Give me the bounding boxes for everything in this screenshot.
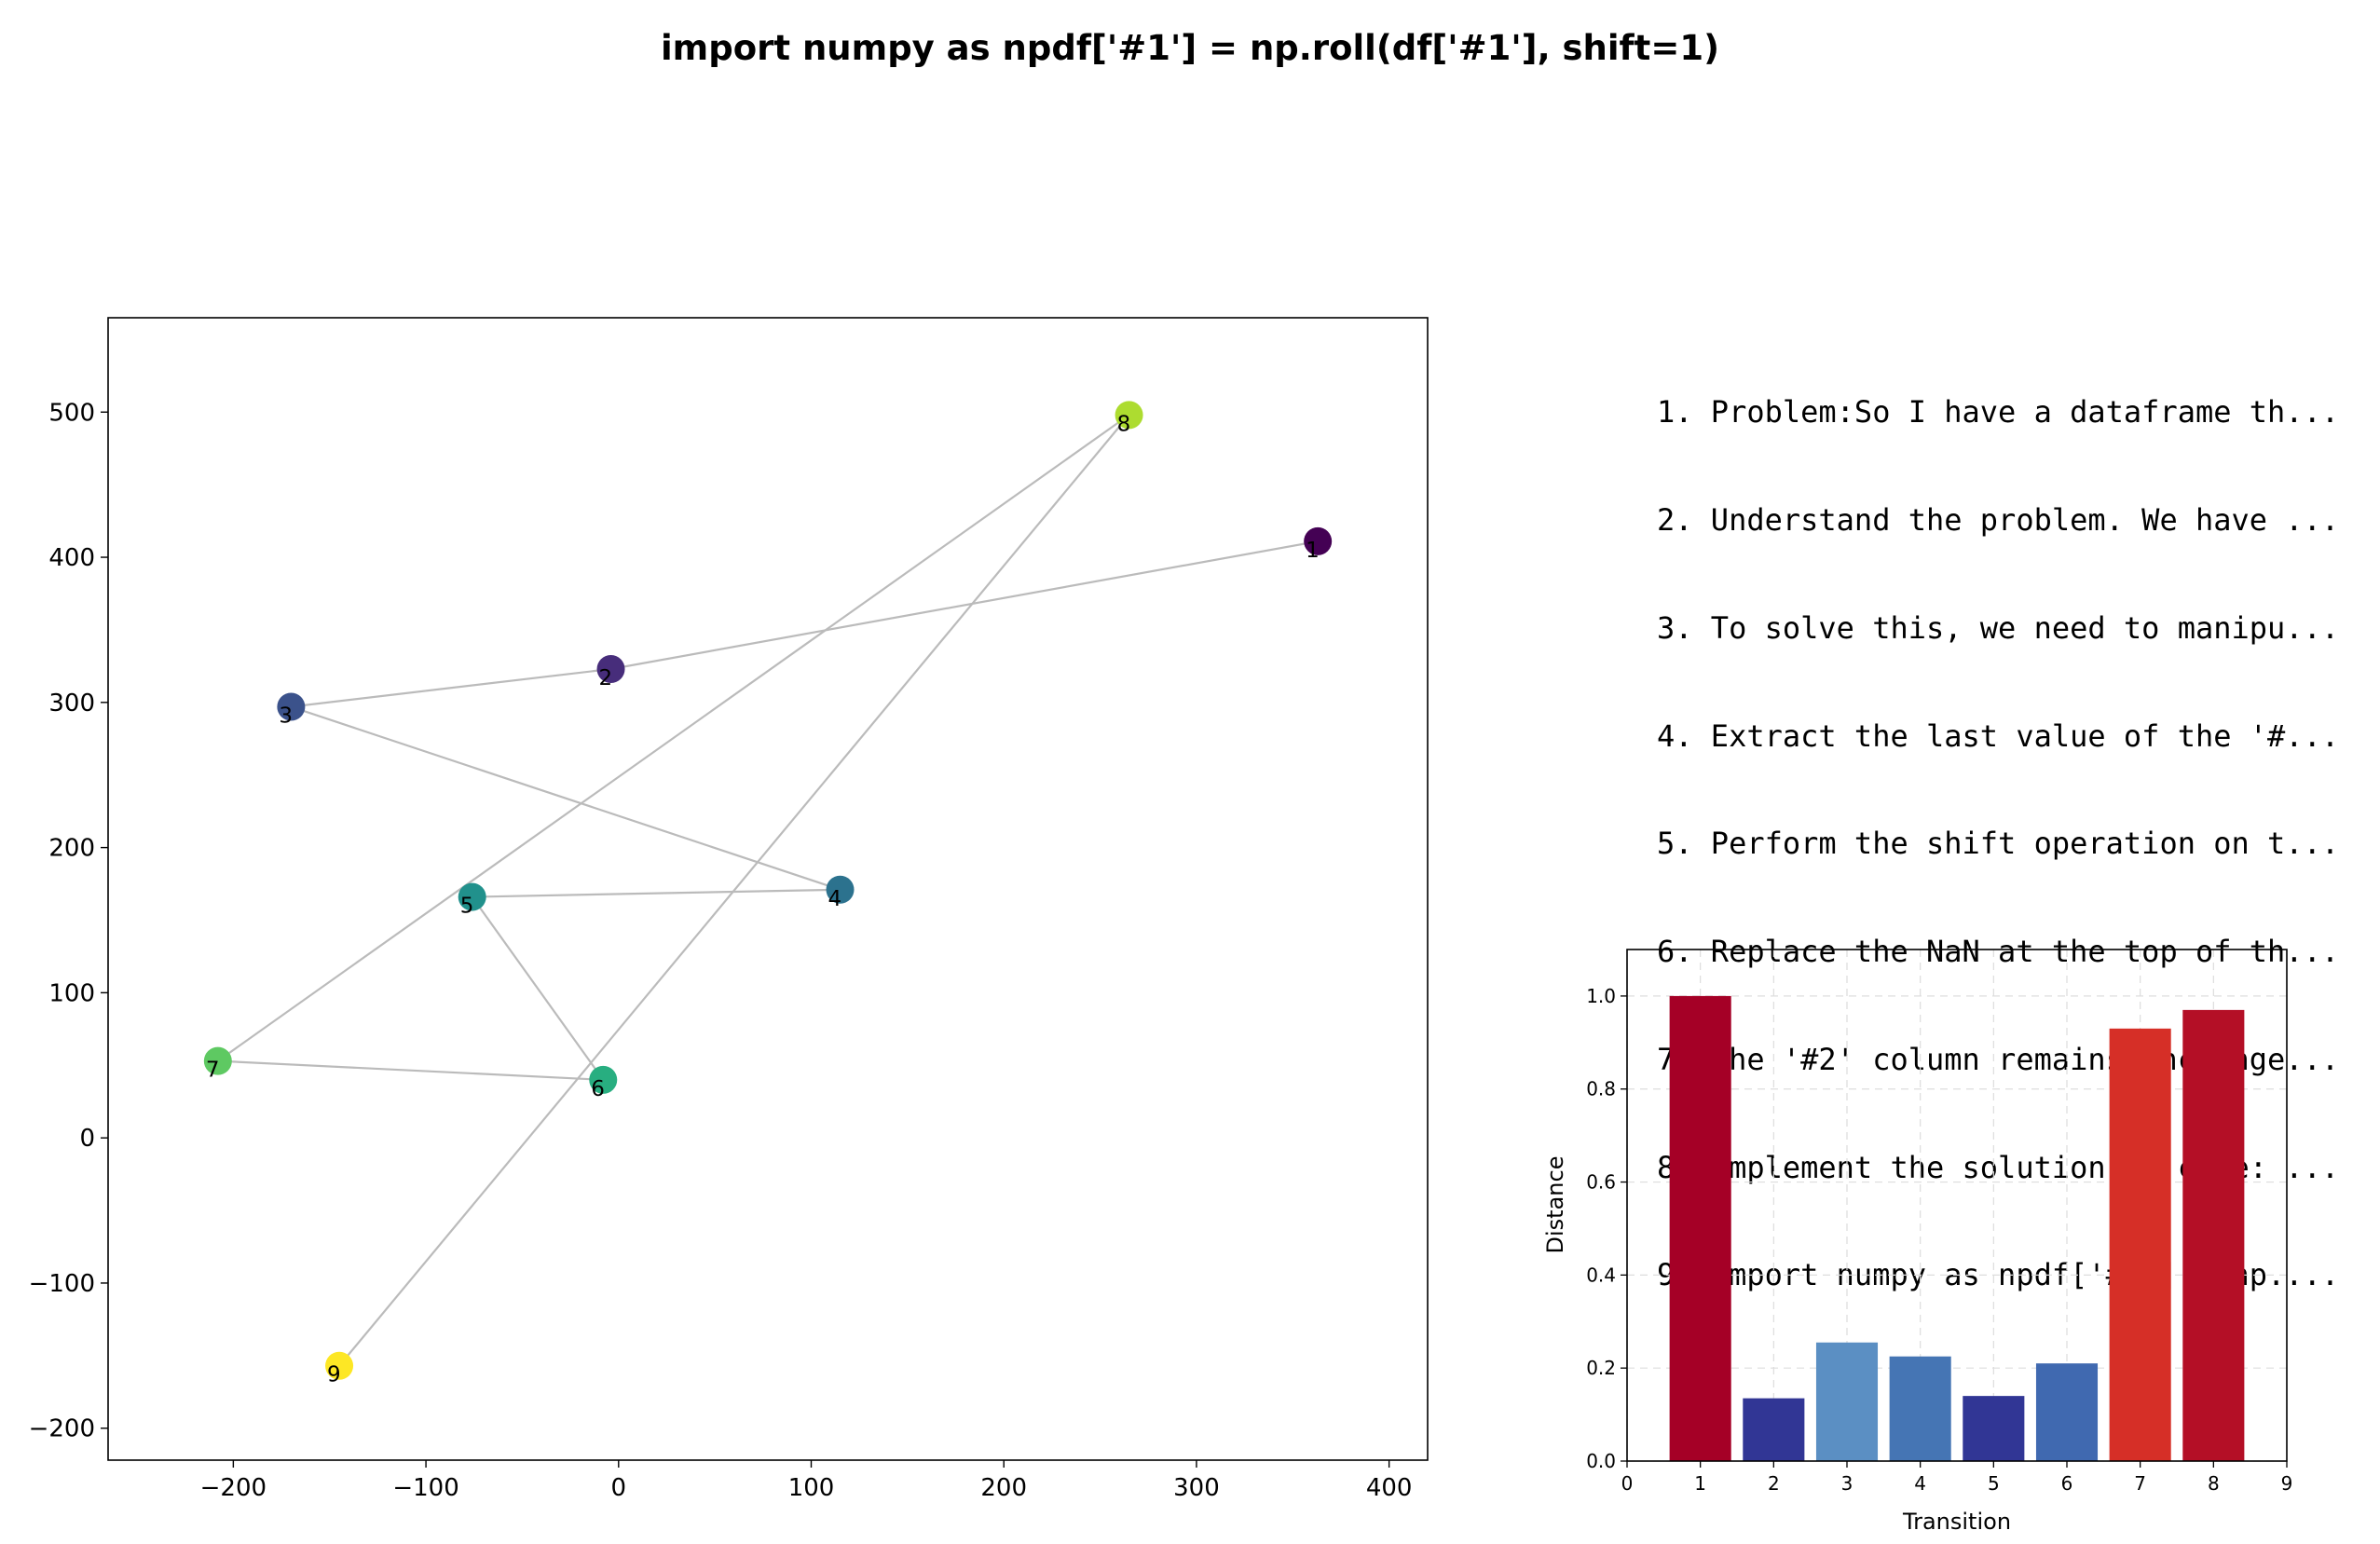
scatter-x-tick-label: −100: [392, 1474, 458, 1502]
bars: [1669, 995, 2245, 1461]
bar-y-tick-label: 0.0: [1586, 1450, 1616, 1472]
bar-y-tick-label: 0.6: [1586, 1171, 1616, 1194]
scatter-x-tick-label: 100: [788, 1474, 835, 1502]
bar-x-tick-label: 2: [1768, 1472, 1780, 1495]
point-label-1: 1: [1306, 539, 1320, 563]
bar-transition-4: [1889, 1356, 1951, 1461]
point-label-9: 9: [327, 1363, 341, 1387]
bar-x-tick-label: 1: [1694, 1472, 1706, 1495]
bar-transition-5: [1963, 1396, 2025, 1461]
bar-x-tick-label: 3: [1841, 1472, 1853, 1495]
scatter-y-tick-label: −100: [29, 1270, 95, 1298]
path-segment-5-6: [471, 895, 605, 1081]
scatter-point-9: [325, 1351, 354, 1380]
bar-transition-3: [1815, 1342, 1879, 1461]
bar-transition-2: [1743, 1398, 1805, 1461]
bar-x-tick-label: 4: [1914, 1472, 1926, 1495]
scatter-x-tick-label: 300: [1173, 1474, 1220, 1502]
path-segment-3-4: [291, 705, 841, 891]
bar-plot-frame: [1626, 949, 2288, 1462]
bar-x-tick-label: 0: [1621, 1472, 1634, 1495]
path-segment-7-8: [217, 414, 1130, 1062]
bar-x-tick-label: 6: [2061, 1472, 2073, 1495]
scatter-point-6: [589, 1065, 618, 1094]
scatter-point-2: [596, 654, 625, 683]
scatter-points: [203, 401, 1333, 1380]
bar-x-tick-label: 8: [2208, 1472, 2220, 1495]
point-label-7: 7: [206, 1059, 220, 1083]
scatter-y-tick-label: −200: [29, 1415, 95, 1443]
scatter-y-tick-label: 500: [48, 399, 95, 427]
scatter-y-tick-label: 300: [48, 690, 95, 717]
bar-y-axis-label: Distance: [1542, 1156, 1568, 1254]
point-label-5: 5: [460, 895, 474, 919]
scatter-x-tick-label: 0: [611, 1474, 627, 1502]
bar-y-tick-label: 0.2: [1586, 1357, 1616, 1379]
point-labels: 1 2 3 4 5 6 7 8 9: [206, 412, 1320, 1387]
path-lines: [217, 414, 1319, 1367]
path-segment-6-7: [217, 1059, 604, 1081]
point-label-3: 3: [279, 704, 293, 728]
bar-y-ticks: 0.0 0.2 0.4 0.6 0.8 1.0: [1586, 985, 1627, 1472]
bar-x-axis-label: Transition: [1902, 1509, 2011, 1535]
path-segment-1-2: [610, 540, 1319, 671]
scatter-x-tick-label: −200: [200, 1474, 267, 1502]
bar-x-ticks: 0 1 2 3 4 5 6 7 8 9: [1621, 1461, 2293, 1495]
scatter-point-3: [277, 692, 306, 721]
scatter-point-8: [1115, 401, 1143, 430]
step-3: 3. To solve this, we need to manipu...: [1657, 609, 2340, 646]
step-2: 2. Understand the problem. We have ...: [1657, 501, 2340, 538]
step-4: 4. Extract the last value of the '#...: [1657, 717, 2340, 754]
bar-transition-8: [2182, 1009, 2245, 1461]
scatter-point-1: [1304, 526, 1333, 555]
path-segment-4-5: [472, 888, 841, 898]
step-6: 6. Replace the NaN at the top of th...: [1657, 934, 2340, 970]
bar-y-tick-label: 0.4: [1586, 1264, 1616, 1286]
path-segment-2-3: [291, 667, 611, 708]
scatter-point-7: [203, 1046, 232, 1075]
bar-transition-7: [2109, 1028, 2171, 1461]
path-segment-8-9: [338, 414, 1130, 1367]
scatter-y-tick-label: 0: [79, 1125, 95, 1153]
bar-x-tick-label: 7: [2134, 1472, 2146, 1495]
bar-x-tick-label: 9: [2281, 1472, 2293, 1495]
scatter-plot-frame: [107, 317, 1429, 1461]
point-label-2: 2: [599, 666, 613, 690]
bar-transition-1: [1669, 995, 1731, 1461]
step-5: 5. Perform the shift operation on t...: [1657, 826, 2340, 862]
scatter-y-ticks: −200 −100 0 100 200 300 400 500: [29, 399, 108, 1443]
scatter-point-5: [458, 882, 486, 911]
scatter-y-tick-label: 100: [48, 979, 95, 1007]
scatter-y-tick-label: 200: [48, 835, 95, 863]
point-label-4: 4: [828, 887, 842, 911]
point-label-6: 6: [591, 1077, 605, 1101]
bar-y-tick-label: 0.8: [1586, 1078, 1616, 1100]
scatter-point-4: [826, 875, 855, 904]
chart-title: import numpy as npdf['#1'] = np.roll(df[…: [661, 28, 1719, 68]
scatter-y-tick-label: 400: [48, 544, 95, 572]
scatter-x-tick-label: 200: [980, 1474, 1027, 1502]
scatter-x-ticks: −200 −100 0 100 200 300 400: [200, 1460, 1413, 1502]
point-label-8: 8: [1117, 412, 1131, 436]
bar-transition-6: [2035, 1363, 2099, 1461]
step-1: 1. Problem:So I have a dataframe th...: [1657, 394, 2340, 430]
bar-x-tick-label: 5: [1988, 1472, 2000, 1495]
bar-y-tick-label: 1.0: [1586, 985, 1616, 1007]
scatter-x-tick-label: 400: [1366, 1474, 1413, 1502]
